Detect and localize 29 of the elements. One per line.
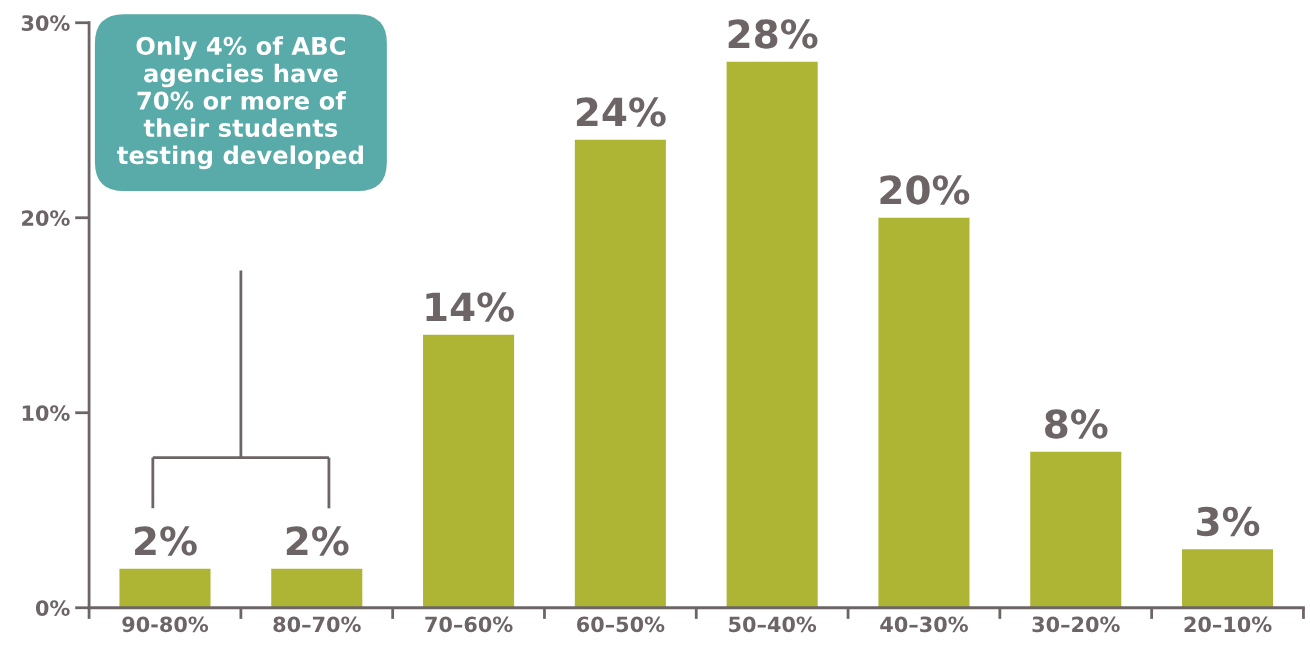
data-label: 2% [135, 526, 197, 556]
bar [1182, 549, 1274, 608]
data-label: 28% [728, 19, 818, 49]
data-label: 20% [880, 175, 970, 205]
x-tick-label: 80–70% [273, 616, 361, 633]
data-label: 2% [286, 526, 349, 556]
data-label: 14% [426, 292, 514, 322]
x-tick-label: 20–10% [1184, 616, 1272, 633]
annotation: Only 4% of ABC agencies have 70% or more of their students testing developed [117, 36, 363, 170]
bar [423, 334, 515, 608]
x-tick-label: 90-80% [122, 616, 209, 633]
x-tick-label: 50–40% [729, 616, 817, 633]
bar [119, 568, 211, 608]
bar [574, 139, 666, 608]
x-tick-label: 70–60% [425, 616, 513, 633]
bar [1030, 451, 1122, 608]
bar [726, 61, 818, 608]
bar [878, 217, 970, 608]
y-tick-label: 30% [21, 15, 70, 31]
x-tick-label: 60–50% [577, 616, 665, 633]
data-label: 8% [1045, 409, 1108, 439]
data-label: 24% [576, 97, 666, 127]
bar [271, 568, 363, 608]
y-tick-label: 20% [22, 210, 70, 226]
data-label: 3% [1197, 506, 1260, 537]
y-tick-label: 10% [22, 405, 70, 421]
x-tick-label: 30–20% [1032, 616, 1120, 633]
x-tick-label: 40–30% [880, 616, 968, 633]
y-tick-label: 0% [35, 600, 70, 616]
